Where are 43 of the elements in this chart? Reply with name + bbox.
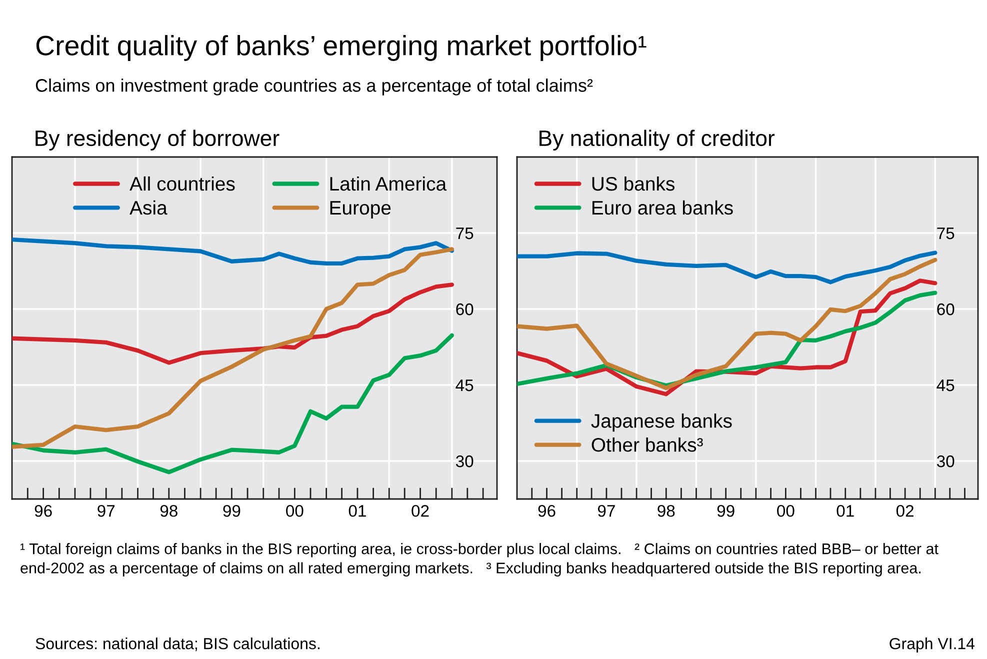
text: Graph VI.14 — [890, 638, 975, 652]
x-tick-label: 97 — [98, 504, 115, 517]
line-series — [12, 247, 454, 449]
text: Claims on investment grade countries as a percentage of total claims² — [36, 78, 593, 96]
text: ¹ Total foreign claims of banks in the BIS reporting area, ie cross-border plus local claims. ² Claims on countries rated BBB– or better at end-2002 as a percentage of claims on all rated emerging markets. ³ Excluding banks headquartered outside the BIS reporting area. — [20, 543, 938, 576]
line-series — [12, 333, 454, 474]
legend-label: US banks — [592, 176, 674, 191]
legend-label: Latin America — [330, 176, 447, 191]
x-tick-label: 00 — [286, 504, 304, 517]
legend-label: Euro area banks — [592, 200, 733, 215]
y-tick-label: 60 — [937, 303, 954, 316]
y-tick-label: 30 — [456, 455, 474, 468]
x-tick-label: 00 — [777, 504, 794, 517]
y-tick-label: 45 — [456, 380, 474, 392]
y-tick-label: 60 — [456, 303, 474, 316]
y-tick-label: 45 — [936, 380, 954, 392]
x-tick-label: 99 — [717, 504, 734, 517]
legend-label: Other banks³ — [592, 437, 703, 452]
y-tick-label: 75 — [456, 228, 474, 240]
line-series — [12, 282, 454, 365]
chart-title: By residency of borrower — [36, 130, 280, 150]
line-series — [517, 250, 938, 284]
source-note: Sources: national data; BIS calculations. — [36, 638, 320, 652]
chart-title: By nationality of creditor — [540, 130, 775, 150]
legend-label: Japanese banks — [591, 414, 732, 432]
x-tick-label: 01 — [836, 504, 854, 517]
text: Credit quality of banks’ emerging market portfolio¹ — [36, 35, 646, 61]
legend-label: All countries — [130, 176, 235, 191]
legend-label: Europe — [330, 201, 391, 219]
line-series — [12, 238, 454, 266]
x-tick-label: 02 — [412, 504, 429, 517]
x-tick-label: 96 — [538, 504, 556, 517]
x-tick-label: 02 — [896, 504, 914, 517]
x-tick-label: 98 — [658, 504, 675, 517]
legend-label: Asia — [130, 200, 168, 215]
y-tick-label: 75 — [937, 228, 954, 240]
x-tick-label: 97 — [598, 504, 615, 517]
y-tick-label: 30 — [936, 455, 954, 468]
line-series — [517, 258, 938, 390]
x-tick-label: 99 — [223, 504, 240, 517]
x-tick-label: 98 — [160, 504, 178, 517]
x-tick-label: 96 — [34, 504, 52, 517]
x-tick-label: 01 — [348, 504, 366, 517]
